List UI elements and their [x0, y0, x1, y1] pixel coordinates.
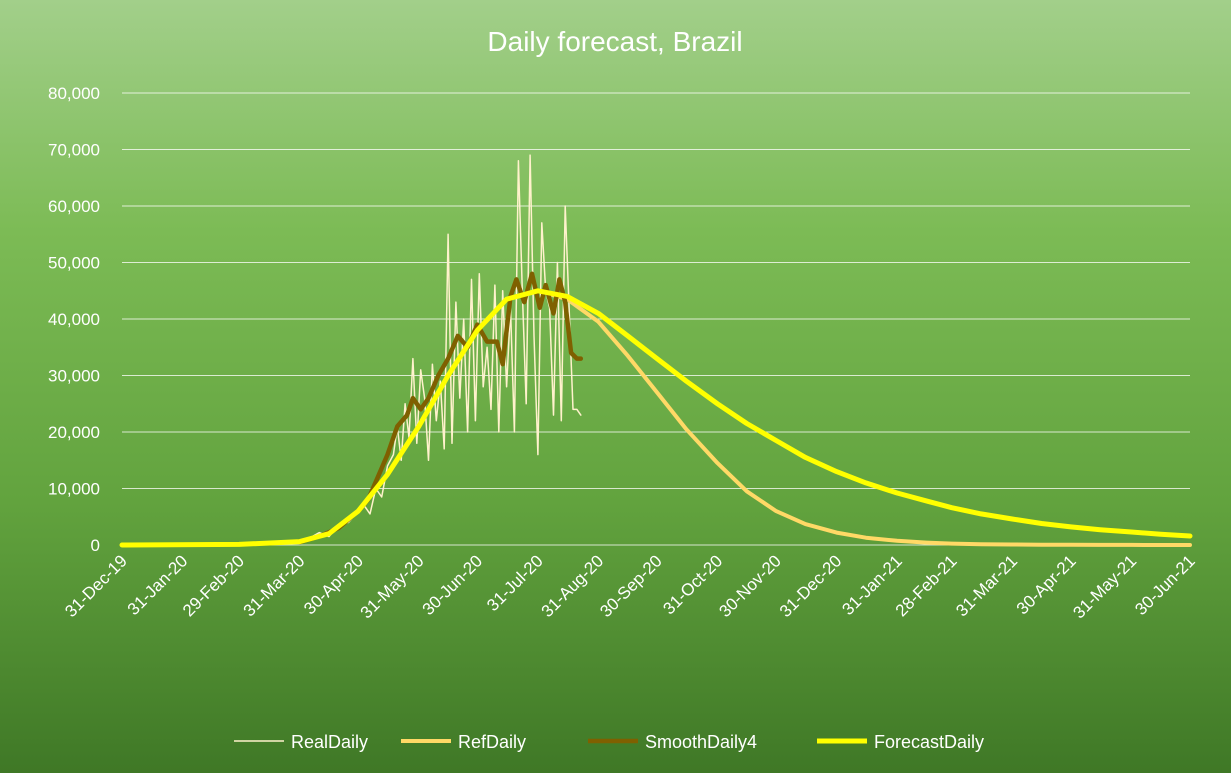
gridlines: [122, 92, 1190, 546]
y-tick-label: 70,000: [48, 141, 100, 160]
y-axis-ticks: 0 10,000 20,000 30,000 40,000 50,000 60,000 70,…: [48, 84, 100, 555]
series-line-forecastdaily: [119, 288, 1193, 548]
legend-label: ForecastDaily: [874, 732, 984, 752]
y-tick-label: 50,000: [48, 254, 100, 273]
x-tick-label: 29-Feb-20: [179, 551, 248, 620]
series-line-realdaily: [298, 154, 582, 543]
y-tick-label: 20,000: [48, 423, 100, 442]
x-tick-label: 30-Nov-20: [715, 551, 785, 621]
x-tick-label: 31-May-21: [1069, 551, 1140, 622]
x-tick-label: 31-Mar-20: [240, 551, 309, 620]
legend-label: RefDaily: [458, 732, 526, 752]
x-tick-label: 31-Mar-21: [952, 551, 1021, 620]
x-tick-label: 30-Jun-21: [1131, 551, 1199, 619]
y-tick-label: 80,000: [48, 84, 100, 103]
x-tick-label: 31-Dec-20: [776, 551, 846, 621]
y-tick-label: 10,000: [48, 480, 100, 499]
y-tick-label: 0: [91, 536, 100, 555]
series-line-refdaily: [120, 288, 1192, 547]
x-tick-label: 31-Jul-20: [483, 551, 547, 615]
chart-title: Daily forecast, Brazil: [487, 26, 742, 57]
legend-label: SmoothDaily4: [645, 732, 757, 752]
x-tick-label: 30-Jun-20: [419, 551, 487, 619]
x-tick-label: 31-Aug-20: [538, 551, 608, 621]
legend: RealDaily RefDaily SmoothDaily4 ForecastDai…: [234, 732, 984, 752]
series-lines: [119, 154, 1193, 548]
x-tick-label: 31-May-20: [357, 551, 428, 622]
y-tick-label: 60,000: [48, 197, 100, 216]
y-tick-label: 40,000: [48, 310, 100, 329]
y-tick-label: 30,000: [48, 367, 100, 386]
legend-label: RealDaily: [291, 732, 368, 752]
x-tick-label: 30-Sep-20: [596, 551, 666, 621]
x-tick-label: 31-Dec-19: [61, 551, 131, 621]
x-axis-ticks: 31-Dec-1931-Jan-2029-Feb-2031-Mar-2030-A…: [61, 551, 1199, 622]
